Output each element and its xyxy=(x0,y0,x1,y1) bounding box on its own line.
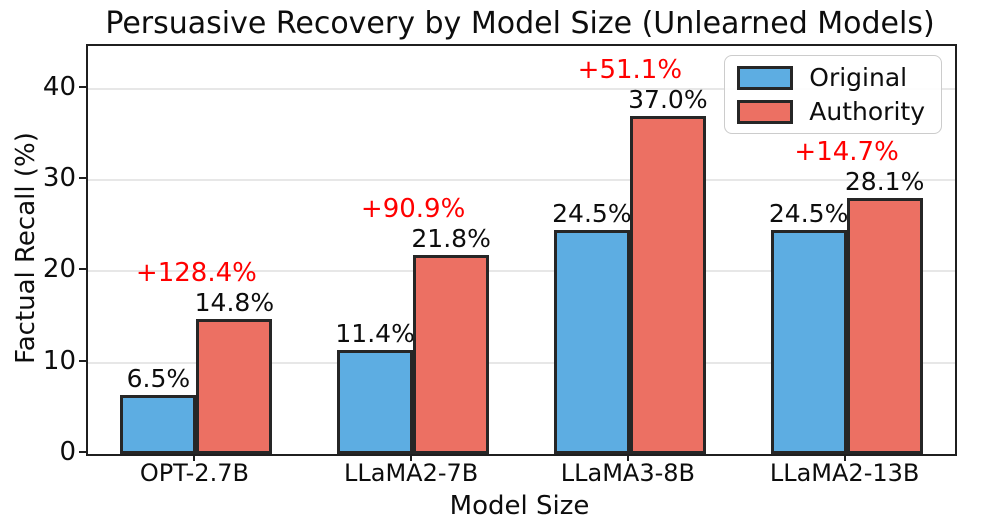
change-label: +90.9% xyxy=(360,194,466,225)
legend-label-authority: Authority xyxy=(809,97,925,126)
legend-item-original: Original xyxy=(737,65,925,90)
y-tick-mark xyxy=(79,177,86,180)
bar-value-label: 14.8% xyxy=(194,287,275,317)
bar-authority-LLaMA3-8B xyxy=(629,116,706,454)
bar-original-LLaMA3-8B xyxy=(553,230,630,454)
bar-original-OPT-2.7B xyxy=(120,394,197,454)
bar-original-LLaMA2-13B xyxy=(770,230,847,454)
y-tick-label: 30 xyxy=(42,163,76,194)
legend-label-original: Original xyxy=(809,63,908,92)
x-tick-mark xyxy=(193,454,196,461)
y-tick-mark xyxy=(79,359,86,362)
x-tick-label: LLaMA2-13B xyxy=(769,459,920,487)
bar-value-label: 28.1% xyxy=(844,166,925,196)
x-axis-label: Model Size xyxy=(449,491,590,521)
gridline xyxy=(88,270,955,273)
y-tick-label: 10 xyxy=(42,345,76,376)
x-tick-label: LLaMA2-7B xyxy=(344,459,479,487)
legend-item-authority: Authority xyxy=(737,99,925,124)
bar-authority-LLaMA2-13B xyxy=(846,197,923,454)
x-tick-mark xyxy=(410,454,413,461)
y-tick-mark xyxy=(79,451,86,453)
x-tick-mark xyxy=(626,454,629,461)
gridline xyxy=(88,179,955,182)
bar-authority-LLaMA2-7B xyxy=(413,255,490,454)
y-tick-mark xyxy=(79,85,86,88)
chart-title: Persuasive Recovery by Model Size (Unlea… xyxy=(105,6,935,41)
bar-value-label: 24.5% xyxy=(552,199,632,229)
legend-swatch-original xyxy=(737,65,794,90)
y-tick-mark xyxy=(79,268,86,271)
change-label: +14.7% xyxy=(794,136,899,167)
x-tick-label: LLaMA3-8B xyxy=(560,459,695,487)
change-label: +128.4% xyxy=(135,257,257,288)
bar-original-LLaMA2-7B xyxy=(337,349,414,454)
bar-value-label: 37.0% xyxy=(628,85,708,115)
bar-value-label: 21.8% xyxy=(411,224,491,254)
bar-value-label: 24.5% xyxy=(768,199,849,229)
x-tick-mark xyxy=(843,454,846,461)
bar-value-label: 6.5% xyxy=(126,363,191,393)
legend-swatch-authority xyxy=(737,99,794,124)
change-label: +51.1% xyxy=(577,55,683,86)
x-tick-label: OPT-2.7B xyxy=(139,459,249,487)
y-tick-label: 20 xyxy=(42,254,76,285)
legend: Original Authority xyxy=(724,55,942,134)
bar-authority-OPT-2.7B xyxy=(196,318,273,454)
bar-value-label: 11.4% xyxy=(335,318,415,348)
gridline xyxy=(88,361,955,364)
y-tick-label: 40 xyxy=(42,71,76,102)
gridline xyxy=(88,87,955,90)
y-tick-label: 0 xyxy=(59,437,76,467)
plot-area: Original Authority 6.5% 11.4% 24.5% 24.5% 14… xyxy=(86,44,957,456)
